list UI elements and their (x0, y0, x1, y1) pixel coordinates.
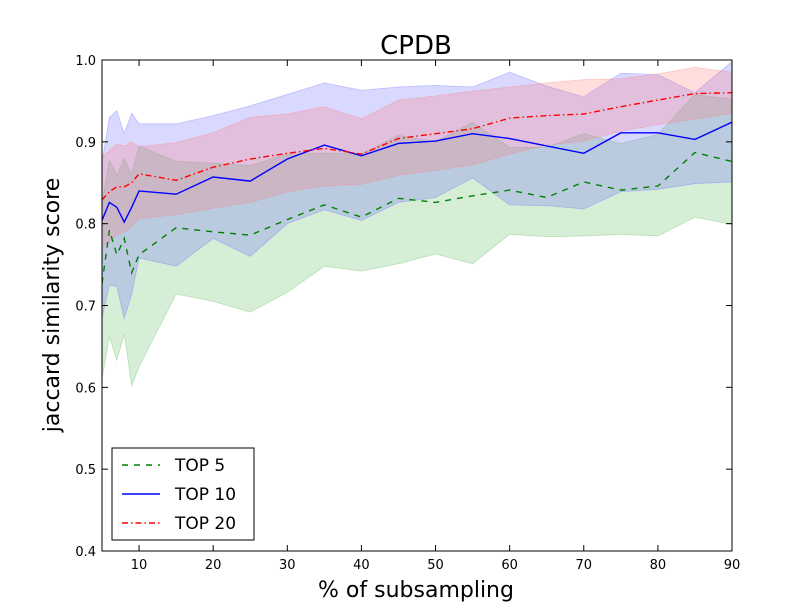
y-tick-label: 0.4 (75, 545, 96, 560)
y-tick-label: 0.7 (75, 300, 96, 315)
legend: TOP 5 TOP 10 TOP 20 (111, 447, 255, 541)
y-tick-label: 0.6 (75, 381, 96, 396)
chart-title: CPDB (380, 31, 452, 61)
series-lines (102, 92, 732, 284)
y-tick-label: 0.5 (75, 463, 96, 478)
x-tick-label: 60 (501, 558, 518, 573)
x-axis-label: % of subsampling (318, 578, 514, 603)
legend-label-top-20: TOP 20 (174, 514, 236, 534)
x-tick-label: 50 (427, 558, 444, 573)
y-tick-label: 0.8 (75, 218, 96, 233)
y-tick-label: 1.0 (75, 54, 96, 69)
y-axis-label: jaccard similarity score (40, 178, 65, 434)
x-tick-label: 80 (650, 558, 667, 573)
confidence-bands (102, 61, 732, 388)
band-top-10 (102, 61, 732, 321)
legend-label-top-10: TOP 10 (174, 485, 236, 505)
x-tick-label: 10 (131, 558, 148, 573)
band-top-20 (102, 66, 732, 248)
x-tick-label: 30 (279, 558, 296, 573)
x-tick-label: 40 (353, 558, 370, 573)
x-tick-label: 20 (205, 558, 222, 573)
axis-ticks: 10 20 30 40 50 60 70 80 90 0.4 0.5 0.6 0.7 0.8 0.9 1.0 (75, 54, 740, 573)
series-line-top-20 (102, 92, 732, 201)
legend-label-top-5: TOP 5 (174, 456, 225, 476)
y-tick-label: 0.9 (75, 136, 96, 151)
x-tick-label: 90 (724, 558, 741, 573)
series-line-top-10 (102, 121, 732, 224)
x-tick-label: 70 (575, 558, 592, 573)
